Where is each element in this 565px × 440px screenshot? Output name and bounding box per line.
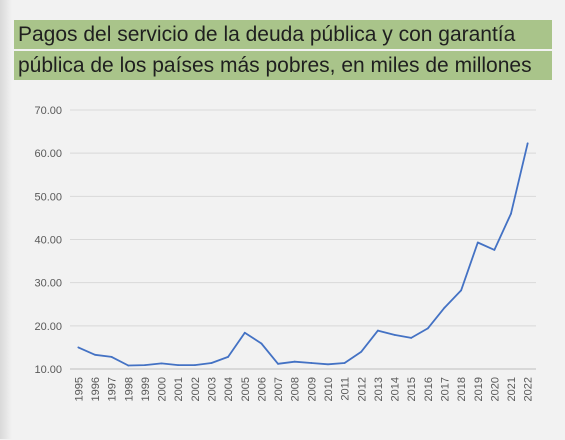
y-tick-label: 50.00 (34, 191, 62, 203)
data-point (510, 212, 512, 215)
y-tick-label: 10.00 (34, 364, 62, 376)
data-point (160, 362, 163, 365)
data-point (360, 350, 363, 353)
data-point (493, 248, 496, 251)
data-point (143, 364, 146, 367)
x-tick-label: 2000 (157, 377, 169, 401)
x-tick-label: 2012 (356, 377, 368, 401)
x-tick-label: 2013 (373, 377, 385, 401)
x-tick-label: 2016 (423, 377, 435, 401)
x-tick-label: 2003 (206, 377, 218, 401)
x-tick-label: 2017 (439, 377, 451, 401)
data-point (410, 337, 413, 339)
data-point (77, 346, 80, 349)
data-point (376, 329, 379, 332)
x-tick-label: 2020 (489, 377, 501, 401)
data-point (260, 342, 263, 345)
x-tick-label: 1997 (107, 377, 119, 401)
chart-title-line-2: pública de los países más pobres, en mil… (14, 51, 552, 80)
x-tick-label: 2002 (190, 377, 202, 401)
line-chart: 10.00 20.00 30.00 40.00 50.00 60.00 70.00 1995 1… (34, 105, 536, 401)
data-point (526, 142, 529, 145)
data-point (243, 331, 246, 334)
x-tick-label: 2015 (406, 377, 418, 401)
x-tick-label: 2019 (473, 377, 485, 401)
left-edge-shade (0, 0, 12, 439)
data-point (343, 362, 346, 364)
x-tick-label: 2014 (390, 377, 402, 401)
data-point (476, 241, 479, 244)
data-point (327, 363, 329, 366)
data-point (177, 364, 180, 367)
x-tick-label: 2011 (340, 377, 352, 401)
x-tick-label: 2007 (273, 377, 285, 401)
chart-area: 10.00 20.00 30.00 40.00 50.00 60.00 70.00 1995 1… (14, 90, 556, 435)
series-line (77, 142, 529, 367)
chart-title-line-1: Pagos del servicio de la deuda pública y… (14, 20, 552, 49)
x-tick-label: 1995 (73, 377, 85, 401)
x-tick-label: 2009 (306, 377, 318, 401)
data-point (426, 327, 429, 330)
data-point (210, 362, 213, 364)
x-tick-label: 2018 (456, 377, 468, 401)
y-tick-label: 40.00 (34, 235, 62, 247)
x-tick-label: 2010 (323, 377, 335, 401)
y-tick-label: 30.00 (34, 278, 62, 290)
data-point (277, 362, 279, 365)
x-tick-label: 1999 (140, 377, 152, 401)
x-tick-label: 1996 (90, 377, 102, 401)
data-point (127, 364, 130, 367)
data-point (110, 356, 113, 358)
data-point (193, 364, 196, 367)
x-tick-label: 2001 (173, 377, 185, 401)
data-point (310, 362, 313, 364)
x-tick-label: 2006 (256, 377, 268, 401)
y-tick-label: 70.00 (34, 105, 62, 117)
y-tick-label: 60.00 (34, 148, 62, 160)
data-point (293, 360, 296, 363)
x-tick-label: 2008 (290, 377, 302, 401)
data-point (393, 333, 396, 336)
data-point (94, 353, 96, 356)
data-point (460, 289, 463, 292)
x-tick-label: 2022 (523, 377, 535, 401)
data-point (227, 356, 230, 358)
y-tick-label: 20.00 (34, 321, 62, 333)
x-tick-label: 1998 (123, 377, 135, 401)
x-tick-label: 2005 (240, 377, 252, 401)
data-point (443, 306, 446, 309)
x-tick-label: 2004 (223, 377, 235, 401)
x-tick-label: 2021 (506, 377, 518, 401)
